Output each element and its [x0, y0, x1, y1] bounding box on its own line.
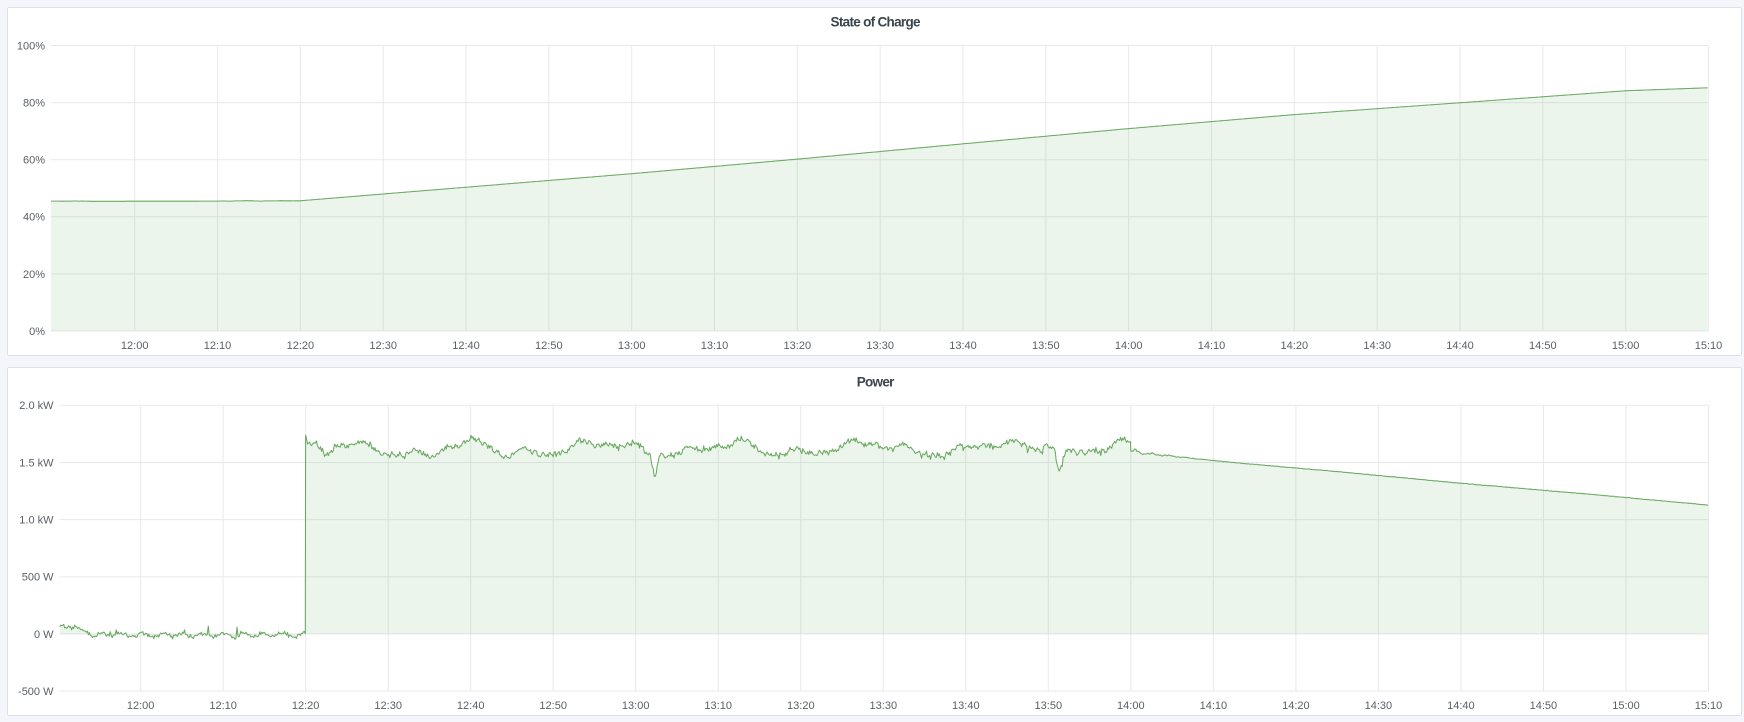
svg-text:20%: 20% [23, 269, 45, 281]
svg-text:12:20: 12:20 [287, 340, 315, 352]
svg-text:1.5 kW: 1.5 kW [19, 457, 54, 469]
svg-text:13:10: 13:10 [704, 700, 732, 712]
svg-text:13:50: 13:50 [1032, 340, 1060, 352]
svg-text:12:00: 12:00 [121, 340, 149, 352]
svg-text:13:30: 13:30 [866, 340, 894, 352]
svg-text:1.0 kW: 1.0 kW [19, 515, 54, 527]
svg-text:-500 W: -500 W [18, 686, 54, 698]
svg-text:14:40: 14:40 [1446, 340, 1474, 352]
svg-text:14:50: 14:50 [1529, 340, 1557, 352]
svg-text:13:20: 13:20 [784, 340, 812, 352]
svg-text:12:30: 12:30 [374, 700, 402, 712]
svg-text:15:00: 15:00 [1612, 700, 1640, 712]
svg-text:13:00: 13:00 [622, 700, 650, 712]
svg-text:500 W: 500 W [22, 572, 54, 584]
svg-text:14:10: 14:10 [1200, 700, 1228, 712]
svg-text:13:40: 13:40 [952, 700, 980, 712]
svg-text:14:40: 14:40 [1447, 700, 1475, 712]
svg-text:12:10: 12:10 [209, 700, 237, 712]
svg-text:12:40: 12:40 [452, 340, 480, 352]
svg-text:12:20: 12:20 [292, 700, 320, 712]
svg-text:15:10: 15:10 [1695, 700, 1723, 712]
svg-text:100%: 100% [17, 40, 45, 52]
svg-text:14:20: 14:20 [1282, 700, 1310, 712]
svg-text:14:10: 14:10 [1198, 340, 1226, 352]
svg-text:14:20: 14:20 [1281, 340, 1309, 352]
svg-text:0%: 0% [29, 326, 45, 338]
svg-text:13:50: 13:50 [1035, 700, 1063, 712]
svg-text:14:00: 14:00 [1115, 340, 1143, 352]
svg-text:14:50: 14:50 [1530, 700, 1558, 712]
svg-text:14:00: 14:00 [1117, 700, 1145, 712]
svg-text:Power: Power [857, 374, 895, 389]
svg-text:13:00: 13:00 [618, 340, 646, 352]
svg-text:2.0 kW: 2.0 kW [19, 400, 54, 412]
svg-text:40%: 40% [23, 212, 45, 224]
svg-text:12:50: 12:50 [539, 700, 567, 712]
svg-text:12:00: 12:00 [127, 700, 155, 712]
svg-text:13:30: 13:30 [870, 700, 898, 712]
svg-text:80%: 80% [23, 98, 45, 110]
svg-text:12:30: 12:30 [369, 340, 397, 352]
svg-text:13:40: 13:40 [949, 340, 977, 352]
svg-text:60%: 60% [23, 155, 45, 167]
svg-text:14:30: 14:30 [1365, 700, 1393, 712]
svg-text:13:20: 13:20 [787, 700, 815, 712]
svg-text:12:10: 12:10 [204, 340, 232, 352]
svg-text:14:30: 14:30 [1363, 340, 1391, 352]
svg-text:State of Charge: State of Charge [831, 14, 921, 29]
svg-text:13:10: 13:10 [701, 340, 729, 352]
svg-text:12:40: 12:40 [457, 700, 485, 712]
svg-text:12:50: 12:50 [535, 340, 563, 352]
svg-text:15:00: 15:00 [1612, 340, 1640, 352]
svg-text:15:10: 15:10 [1695, 340, 1723, 352]
svg-text:0 W: 0 W [34, 629, 54, 641]
